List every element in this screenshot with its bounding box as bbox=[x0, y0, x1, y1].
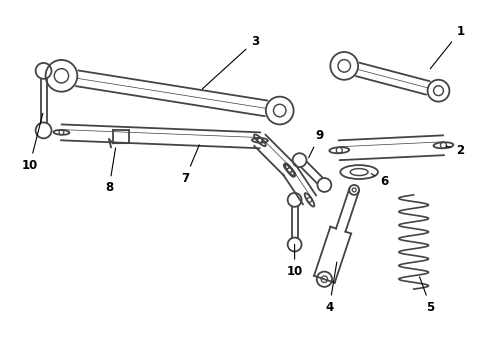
Text: 5: 5 bbox=[419, 277, 435, 314]
Text: 10: 10 bbox=[22, 113, 43, 172]
Text: 7: 7 bbox=[181, 145, 199, 185]
Text: 4: 4 bbox=[325, 262, 337, 314]
Text: 3: 3 bbox=[202, 35, 259, 89]
Text: 2: 2 bbox=[446, 144, 465, 157]
Text: 1: 1 bbox=[430, 24, 465, 69]
Text: 8: 8 bbox=[105, 148, 116, 194]
Text: 6: 6 bbox=[371, 174, 388, 189]
Text: 10: 10 bbox=[287, 244, 303, 278]
Text: 9: 9 bbox=[309, 129, 323, 158]
